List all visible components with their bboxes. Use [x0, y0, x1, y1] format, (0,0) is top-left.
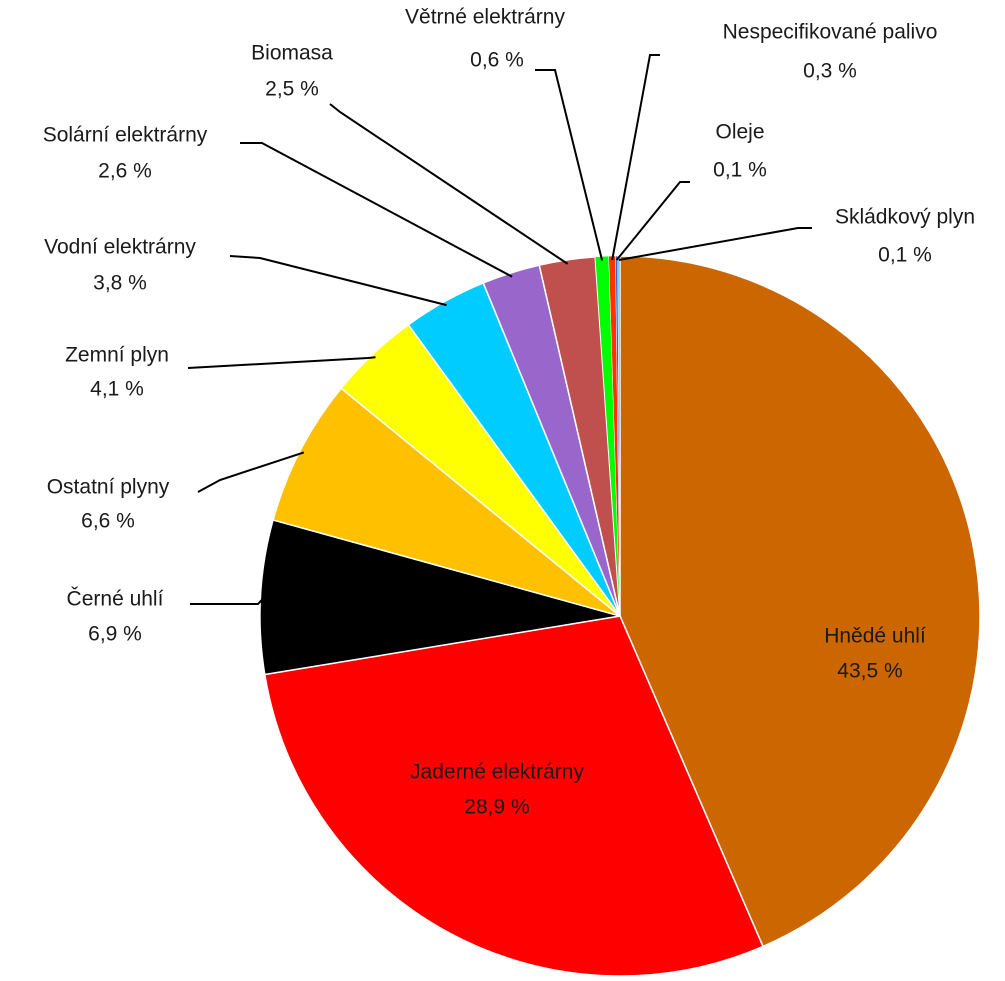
leader-line — [240, 142, 513, 278]
leader-line — [197, 451, 305, 493]
slice-label: Jaderné elektrárny — [410, 761, 584, 784]
slice-label: Nespecifikované palivo — [723, 21, 938, 44]
value-label: 2,5 % — [265, 78, 319, 101]
pie-slice — [259, 518, 621, 676]
value-label: 28,9 % — [464, 796, 529, 819]
slice-label: Ostatní plyny — [47, 476, 170, 499]
slice-label: Oleje — [715, 121, 764, 144]
value-label: 6,9 % — [88, 623, 142, 646]
leader-line — [190, 596, 266, 605]
value-label: 3,8 % — [93, 272, 147, 295]
value-label: 2,6 % — [98, 160, 152, 183]
leader-line — [611, 54, 660, 261]
value-label: 0,3 % — [803, 60, 857, 83]
pie-slice — [263, 615, 764, 977]
value-label: 0,6 % — [470, 49, 524, 72]
value-label: 4,1 % — [90, 378, 144, 401]
leader-line — [229, 255, 447, 307]
value-label: 0,1 % — [878, 244, 932, 267]
slice-label: Skládkový plyn — [835, 206, 975, 229]
value-label: 43,5 % — [837, 660, 902, 683]
leader-line — [615, 181, 690, 261]
pie-slice — [619, 255, 981, 948]
slice-label: Větrné elektrárny — [405, 6, 565, 29]
value-label: 6,6 % — [81, 510, 135, 533]
slice-label: Vodní elektrárny — [44, 236, 196, 259]
leader-line — [618, 227, 812, 261]
pie-slice — [272, 387, 621, 617]
value-label: 0,1 % — [713, 159, 767, 182]
leader-line — [329, 103, 569, 265]
leader-line — [535, 69, 604, 261]
slice-label: Hnědé uhlí — [824, 625, 926, 648]
slice-label: Černé uhlí — [67, 588, 164, 611]
slice-label: Solární elektrárny — [43, 124, 208, 147]
slice-label: Zemní plyn — [65, 344, 169, 367]
leader-line — [187, 356, 376, 369]
slice-label: Biomasa — [251, 42, 333, 65]
